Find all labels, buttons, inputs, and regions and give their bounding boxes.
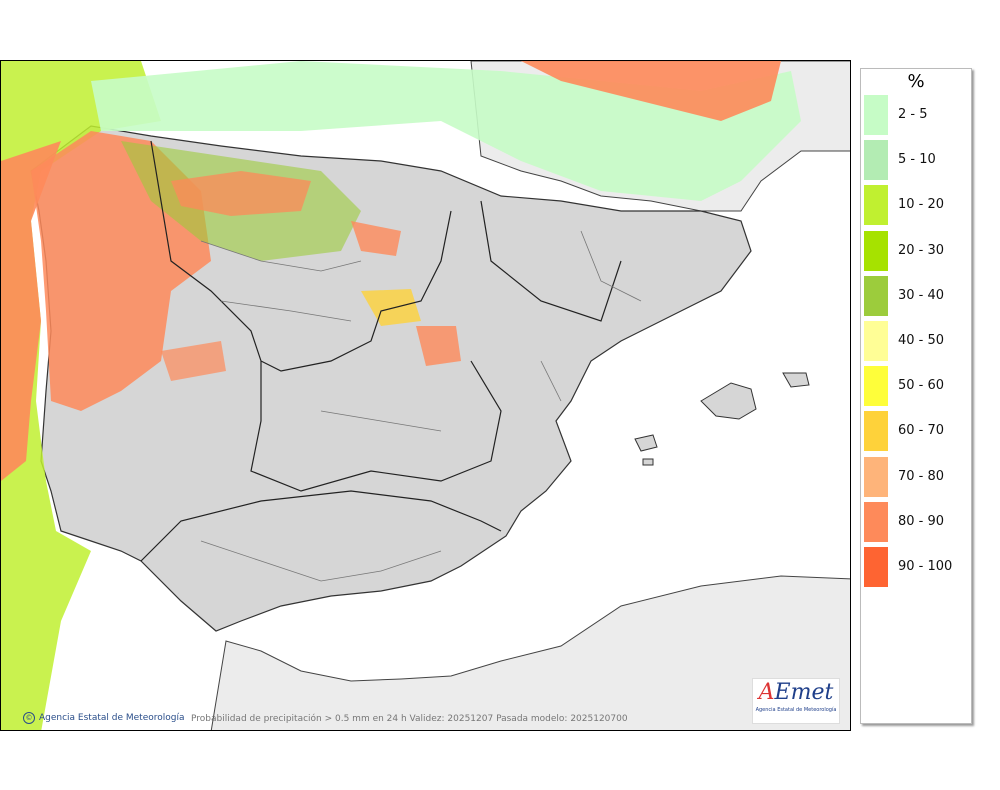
credit-text: Agencia Estatal de Meteorología [39, 713, 185, 723]
logo-subtitle: Agencia Estatal de Meteorología [755, 707, 837, 713]
legend-item: 20 - 30 [864, 230, 968, 271]
atlantic-band-red [1, 141, 61, 481]
cantabrian-band-red [521, 61, 781, 121]
logo-word: AEmet [758, 680, 834, 705]
legend-swatch [864, 185, 888, 226]
legend-swatch [864, 275, 888, 316]
province-boundaries [200, 230, 642, 582]
legend-item: 60 - 70 [864, 411, 968, 452]
extremadura-spot [161, 341, 226, 381]
legend-swatch [864, 230, 888, 271]
aemet-logo: AEmet Agencia Estatal de Meteorología [752, 678, 840, 724]
legend-item: 50 - 60 [864, 366, 968, 407]
regional-boundaries [140, 140, 622, 562]
legend-item: 40 - 50 [864, 321, 968, 361]
leon-high-probability [171, 171, 311, 216]
legend-item: 10 - 20 [864, 185, 968, 226]
legend-swatch [864, 366, 888, 407]
legend-label: 90 - 100 [898, 559, 953, 574]
copyright-icon: © [23, 712, 35, 724]
legend-label: 70 - 80 [898, 468, 945, 484]
legend-item: 80 - 90 [864, 501, 968, 542]
legend-item: 2 - 5 [864, 95, 968, 135]
legend-label: 10 - 20 [898, 197, 945, 213]
madrid-north-spot [361, 289, 421, 326]
map-caption: Probabilidad de precipitación > 0.5 mm e… [191, 714, 628, 724]
africa-land [210, 575, 850, 730]
legend-swatch [864, 140, 888, 181]
ibiza [634, 434, 658, 452]
legend-item: 5 - 10 [864, 140, 968, 181]
mallorca [700, 382, 757, 420]
legend-label: 40 - 50 [898, 333, 945, 348]
legend-swatch [864, 547, 888, 587]
legend-swatch [864, 411, 888, 452]
legend-item: 90 - 100 [864, 547, 968, 587]
legend-label: 20 - 30 [898, 242, 945, 258]
legend-swatch [864, 321, 888, 361]
burgos-spot [351, 221, 401, 256]
legend-item: 70 - 80 [864, 456, 968, 497]
legend-label: 30 - 40 [898, 287, 945, 303]
atlantic-band-yellow [1, 61, 161, 730]
legend-swatch [864, 456, 888, 497]
legend-label: 60 - 70 [898, 423, 945, 439]
legend-item: 30 - 40 [864, 275, 968, 316]
menorca [782, 372, 810, 388]
legend-label: 50 - 60 [898, 378, 945, 394]
precipitation-probability-map: © Agencia Estatal de Meteorología Probabi… [0, 60, 851, 731]
legend-swatch [864, 95, 888, 135]
legend-label: 80 - 90 [898, 513, 945, 529]
legend-label: 5 - 10 [898, 152, 936, 168]
formentera [642, 458, 654, 466]
legend: % 2 - 5 5 - 10 10 - 20 20 - 30 30 - 40 40 - 5… [860, 68, 972, 724]
cuenca-spot [416, 326, 461, 366]
legend-swatch [864, 501, 888, 542]
map-canvas [1, 61, 850, 730]
agency-credit: © Agencia Estatal de Meteorología [23, 712, 185, 724]
legend-unit: % [907, 71, 925, 92]
iberian-peninsula [30, 125, 752, 632]
legend-label: 2 - 5 [898, 107, 928, 122]
